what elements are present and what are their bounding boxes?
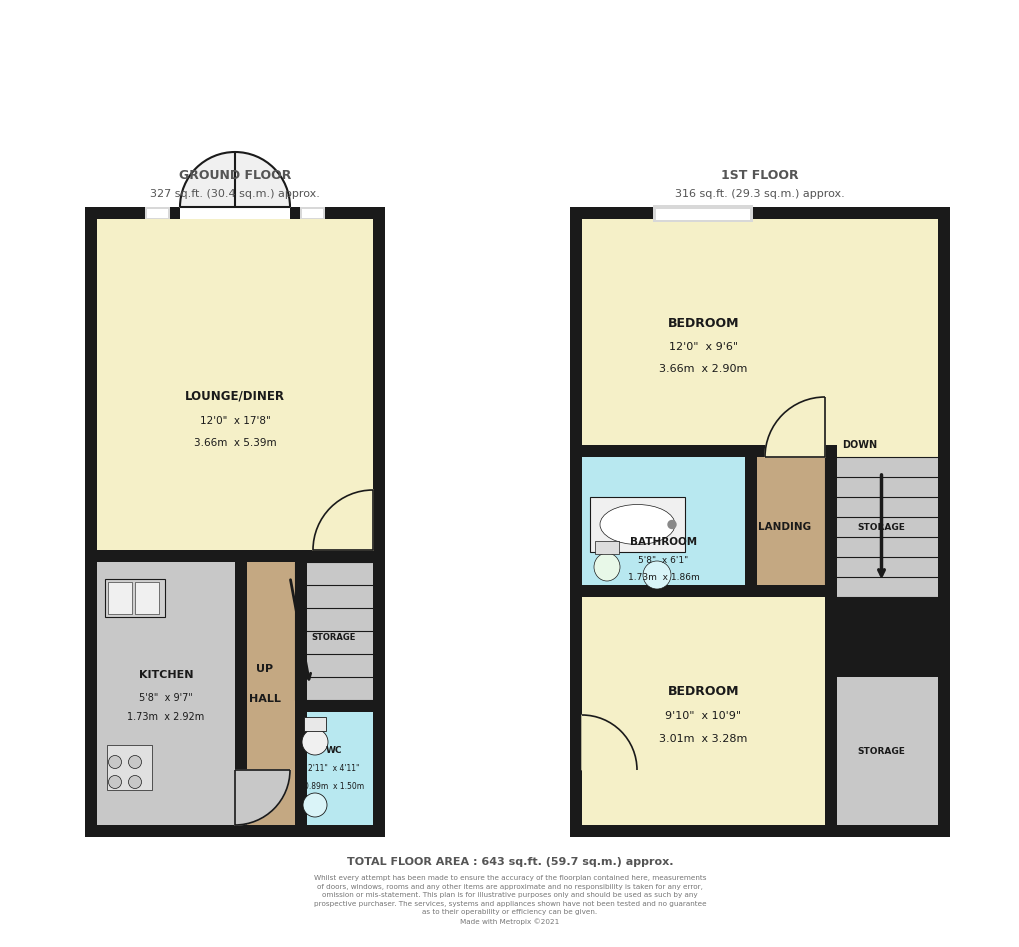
Bar bbox=[107, 745, 152, 790]
Ellipse shape bbox=[593, 553, 620, 581]
Bar bbox=[105, 579, 165, 617]
Wedge shape bbox=[582, 715, 637, 770]
Bar bbox=[294, 562, 307, 837]
Bar bbox=[300, 207, 325, 219]
Text: KITCHEN: KITCHEN bbox=[139, 670, 193, 681]
Ellipse shape bbox=[599, 505, 675, 545]
Bar bbox=[582, 597, 824, 825]
Bar bbox=[108, 582, 131, 614]
Bar bbox=[302, 208, 323, 218]
Bar bbox=[824, 457, 937, 597]
Bar bbox=[234, 562, 294, 825]
Text: WC: WC bbox=[325, 746, 342, 755]
Bar bbox=[570, 207, 949, 837]
Text: 12'0"  x 17'8": 12'0" x 17'8" bbox=[200, 416, 270, 425]
Circle shape bbox=[108, 756, 121, 769]
Text: BEDROOM: BEDROOM bbox=[667, 685, 739, 698]
Wedge shape bbox=[234, 770, 289, 825]
Bar bbox=[85, 207, 384, 837]
Bar bbox=[824, 597, 837, 837]
Bar bbox=[179, 192, 289, 219]
Circle shape bbox=[108, 776, 121, 789]
Bar bbox=[85, 550, 384, 562]
Bar bbox=[744, 585, 837, 597]
Bar bbox=[294, 700, 373, 712]
Circle shape bbox=[128, 756, 142, 769]
Text: 0.89m  x 1.50m: 0.89m x 1.50m bbox=[304, 782, 364, 791]
Wedge shape bbox=[313, 490, 373, 550]
Text: GROUND FLOOR: GROUND FLOOR bbox=[178, 169, 290, 182]
Wedge shape bbox=[764, 397, 824, 457]
Bar bbox=[145, 207, 170, 219]
Bar bbox=[744, 457, 756, 597]
Bar bbox=[589, 497, 685, 552]
Ellipse shape bbox=[302, 729, 328, 755]
Text: UP: UP bbox=[256, 664, 273, 673]
Text: 5'8"  x 9'7": 5'8" x 9'7" bbox=[139, 692, 193, 703]
Bar bbox=[304, 717, 326, 731]
Text: BATHROOM: BATHROOM bbox=[630, 537, 696, 547]
Bar bbox=[582, 457, 744, 597]
Text: 3.66m  x 2.90m: 3.66m x 2.90m bbox=[658, 364, 747, 374]
Text: 316 sq.ft. (29.3 sq.m.) approx.: 316 sq.ft. (29.3 sq.m.) approx. bbox=[675, 189, 844, 199]
Bar bbox=[570, 585, 744, 597]
Text: 5'8"  x 6'1": 5'8" x 6'1" bbox=[638, 556, 688, 564]
Text: 1.73m  x 1.86m: 1.73m x 1.86m bbox=[627, 573, 699, 581]
Text: Whilst every attempt has been made to ensure the accuracy of the floorplan conta: Whilst every attempt has been made to en… bbox=[314, 875, 705, 924]
Ellipse shape bbox=[303, 793, 327, 817]
Bar bbox=[135, 582, 159, 614]
Text: LOUNGE/DINER: LOUNGE/DINER bbox=[184, 389, 284, 402]
Text: DOWN: DOWN bbox=[842, 440, 876, 450]
Text: LANDING: LANDING bbox=[758, 522, 811, 532]
Text: HALL: HALL bbox=[249, 693, 280, 704]
Bar bbox=[656, 209, 750, 220]
Bar bbox=[234, 562, 247, 837]
Bar bbox=[824, 677, 937, 825]
Text: 2'11"  x 4'11": 2'11" x 4'11" bbox=[308, 764, 360, 773]
Bar bbox=[147, 208, 168, 218]
Text: STORAGE: STORAGE bbox=[857, 523, 905, 531]
Text: 1ST FLOOR: 1ST FLOOR bbox=[720, 169, 798, 182]
Text: 9'10"  x 10'9": 9'10" x 10'9" bbox=[664, 711, 741, 721]
Bar bbox=[653, 205, 753, 222]
Circle shape bbox=[128, 776, 142, 789]
Text: TOTAL FLOOR AREA : 643 sq.ft. (59.7 sq.m.) approx.: TOTAL FLOOR AREA : 643 sq.ft. (59.7 sq.m… bbox=[346, 857, 673, 867]
Text: STORAGE: STORAGE bbox=[857, 746, 905, 756]
Bar bbox=[594, 541, 619, 554]
Circle shape bbox=[667, 521, 676, 528]
Bar bbox=[824, 445, 837, 837]
Bar bbox=[582, 219, 937, 457]
Bar bbox=[97, 562, 234, 825]
Wedge shape bbox=[179, 152, 234, 207]
Text: 327 sq.ft. (30.4 sq.m.) approx.: 327 sq.ft. (30.4 sq.m.) approx. bbox=[150, 189, 320, 199]
Text: 3.01m  x 3.28m: 3.01m x 3.28m bbox=[658, 734, 747, 744]
Text: 12'0"  x 9'6": 12'0" x 9'6" bbox=[668, 342, 738, 352]
Ellipse shape bbox=[642, 561, 671, 589]
Bar bbox=[97, 219, 373, 562]
Bar bbox=[570, 445, 824, 457]
Bar bbox=[824, 457, 937, 597]
Text: 1.73m  x 2.92m: 1.73m x 2.92m bbox=[127, 712, 205, 723]
Wedge shape bbox=[234, 152, 289, 207]
Bar bbox=[294, 562, 373, 712]
Text: BEDROOM: BEDROOM bbox=[667, 316, 739, 330]
Text: STORAGE: STORAGE bbox=[312, 633, 356, 641]
Bar bbox=[294, 712, 373, 825]
Text: 3.66m  x 5.39m: 3.66m x 5.39m bbox=[194, 438, 276, 448]
Bar bbox=[744, 457, 824, 597]
